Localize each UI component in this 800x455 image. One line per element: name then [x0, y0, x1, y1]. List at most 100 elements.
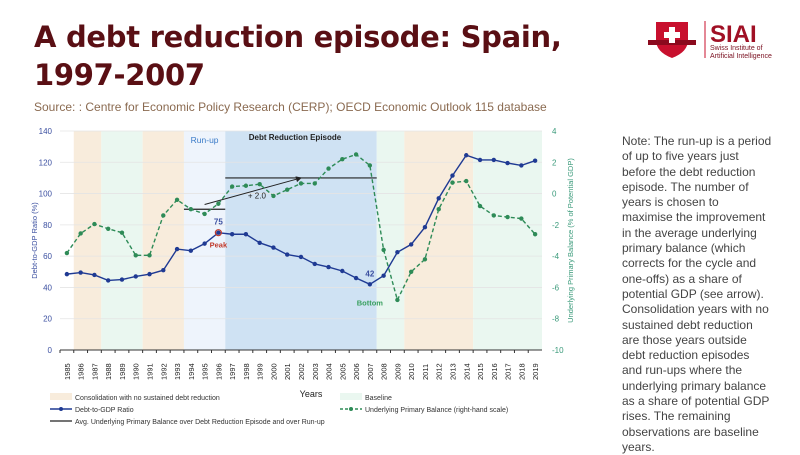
balance-point — [450, 180, 455, 185]
source-text: Source: : Centre for Economic Policy Res… — [34, 100, 547, 114]
y-tick-label: 0 — [48, 346, 53, 355]
x-tick-label: 1993 — [173, 363, 182, 380]
debt-point — [92, 272, 97, 278]
debt-point — [436, 196, 441, 201]
debt-point — [477, 157, 483, 163]
x-tick-label: 1994 — [187, 363, 196, 380]
episode-label: Debt Reduction Episode — [249, 133, 342, 142]
band-episode — [225, 131, 377, 350]
x-tick-label: 1987 — [90, 363, 99, 380]
balance-point — [477, 203, 483, 209]
x-tick-label: 1997 — [228, 363, 237, 380]
debt-point — [202, 241, 207, 246]
debt-point — [381, 273, 386, 278]
siai-logo: SIAI Swiss Institute of Artificial Intel… — [648, 21, 772, 60]
balance-point — [312, 181, 317, 186]
peak-marker — [214, 229, 222, 237]
x-tick-label: 2005 — [338, 363, 347, 380]
x-tick-label: 1996 — [214, 363, 223, 380]
debt-point — [367, 282, 373, 287]
balance-point — [464, 178, 469, 184]
debt-point — [161, 268, 166, 273]
band-baseline — [376, 131, 405, 350]
y-axis-title: Debt-to-GDP Ratio (%) — [30, 202, 39, 279]
debt-point — [395, 250, 400, 255]
x-tick-label: 1999 — [256, 363, 265, 380]
x-tick-label: 2008 — [380, 363, 389, 380]
x-tick-label: 2009 — [393, 363, 402, 380]
legend-debt: Debt-to-GDP Ratio — [75, 407, 134, 414]
balance-point — [326, 166, 331, 171]
debt-point — [119, 277, 125, 282]
debt-point — [243, 232, 249, 237]
x-tick-label: 2000 — [269, 363, 278, 380]
balance-point — [64, 250, 70, 256]
y2-tick-label: -4 — [552, 252, 560, 261]
x-tick-label: 2012 — [435, 363, 444, 380]
x-tick-label: 2007 — [366, 363, 375, 380]
x-tick-label: 2003 — [311, 363, 320, 380]
debt-point — [285, 252, 290, 257]
x-tick-label: 1991 — [146, 363, 155, 380]
balance-point — [216, 201, 221, 206]
y-tick-label: 80 — [43, 221, 52, 230]
balance-point — [519, 216, 524, 221]
debt-point — [340, 268, 345, 274]
legend-marker-debt — [59, 407, 63, 411]
x-tick-label: 2011 — [421, 364, 430, 380]
x-tick-label: 2001 — [283, 363, 292, 380]
legend-marker-balance — [349, 407, 353, 411]
x-tick-label: 2018 — [517, 363, 526, 380]
x-tick-label: 1990 — [132, 363, 141, 380]
band-consolidation — [142, 131, 184, 350]
logo-sub1: Swiss Institute of — [710, 45, 763, 52]
x-tick-label: 2002 — [297, 363, 306, 380]
balance-point — [381, 247, 386, 253]
balance-point — [133, 253, 138, 258]
x-tick-label: 1995 — [201, 363, 210, 380]
x-axis-title: Years — [300, 389, 323, 399]
debt-point — [312, 261, 317, 267]
y-tick-label: 140 — [39, 127, 53, 136]
y2-tick-label: 4 — [552, 127, 557, 136]
legend-avg: Avg. Underlying Primary Balance over Deb… — [75, 419, 325, 426]
x-tick-label: 1988 — [104, 363, 113, 380]
debt-point — [64, 271, 70, 277]
x-tick-label: 2013 — [448, 363, 457, 380]
balance-point — [202, 211, 207, 217]
balance-point — [271, 193, 276, 199]
x-tick-label: 1989 — [118, 363, 127, 380]
debt-point — [519, 163, 524, 168]
debt-point — [174, 246, 180, 252]
x-tick-label: 2016 — [490, 363, 499, 380]
balance-point — [119, 230, 125, 235]
legend-baseline: Baseline — [365, 395, 392, 402]
band-consolidation — [404, 131, 474, 350]
balance-point — [353, 152, 359, 157]
debt-point — [491, 157, 496, 163]
balance-point — [229, 184, 235, 189]
y2-tick-label: 0 — [552, 190, 557, 199]
balance-point — [298, 181, 304, 186]
logo-name: SIAI — [710, 21, 757, 48]
band-consolidation — [73, 131, 102, 350]
debt-point — [78, 270, 83, 275]
legend-swatch-baseline — [340, 393, 362, 400]
x-tick-label: 2015 — [476, 363, 485, 380]
band-baseline — [473, 131, 542, 350]
debt-point — [408, 242, 414, 247]
x-tick-label: 2010 — [407, 363, 416, 380]
arrow-label: + 2.0 — [248, 191, 267, 200]
y-tick-label: 40 — [43, 283, 52, 292]
balance-point — [147, 253, 152, 258]
balance-point — [408, 269, 414, 274]
x-tick-label: 1986 — [77, 363, 86, 380]
debt-point — [229, 232, 235, 237]
debt-point — [326, 264, 331, 270]
x-tick-label: 1985 — [63, 363, 72, 380]
bottom-label: Bottom — [357, 298, 384, 307]
x-tick-label: 2017 — [504, 363, 513, 380]
debt-point — [216, 230, 221, 235]
x-tick-label: 1998 — [242, 363, 251, 380]
balance-point — [532, 232, 538, 237]
